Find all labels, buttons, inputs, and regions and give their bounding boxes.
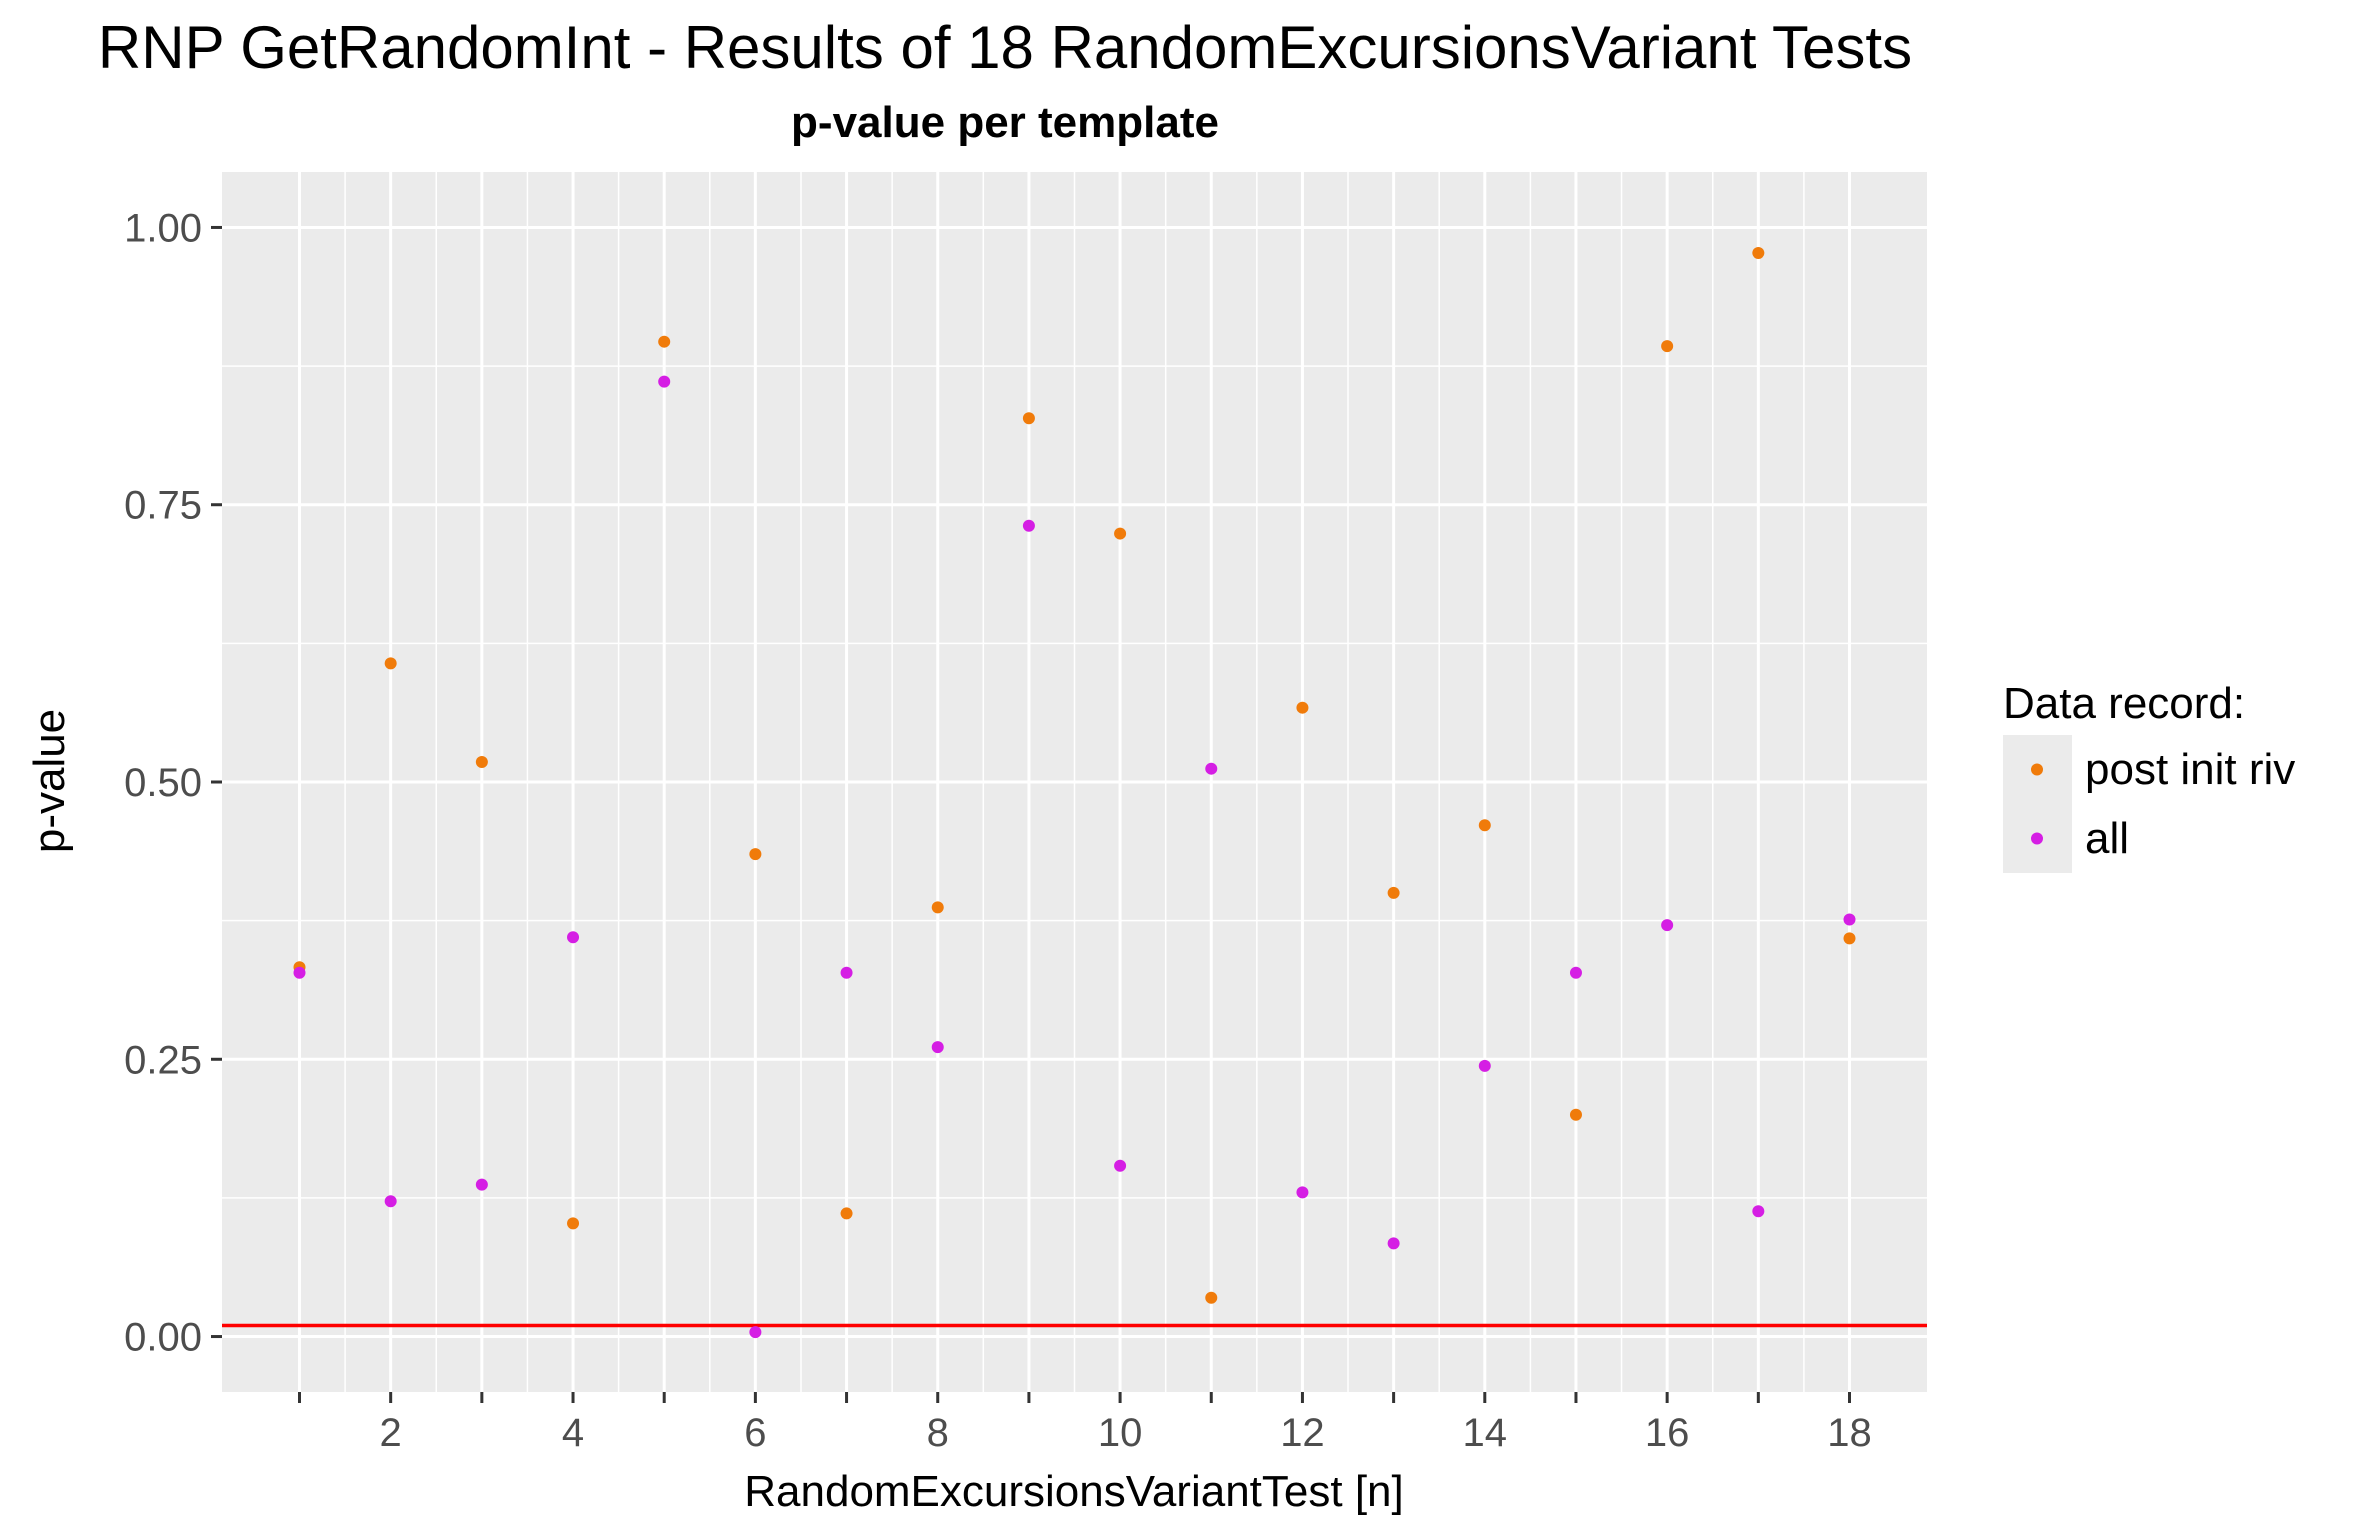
data-point xyxy=(1114,527,1127,540)
data-point xyxy=(1843,932,1856,945)
data-point xyxy=(749,848,762,861)
x-axis-title: RandomExcursionsVariantTest [n] xyxy=(744,1467,1403,1516)
series-post-init-riv xyxy=(293,246,1856,1304)
x-axis: 2 4 6 8 10 12 14 16 18 xyxy=(298,1392,1872,1455)
x-tick-label: 8 xyxy=(927,1411,949,1455)
data-point xyxy=(931,901,944,914)
data-point xyxy=(567,1217,580,1230)
legend-title: Data record: xyxy=(2003,679,2245,728)
data-point xyxy=(1569,966,1582,979)
x-tick-label: 16 xyxy=(1645,1411,1690,1455)
chart-title: RNP GetRandomInt - Results of 18 RandomE… xyxy=(98,14,1912,81)
y-axis-title: p-value xyxy=(25,709,74,853)
data-point xyxy=(1569,1108,1582,1121)
data-point xyxy=(1205,762,1218,775)
data-point xyxy=(1296,701,1309,714)
x-tick-label: 6 xyxy=(744,1411,766,1455)
legend-marker xyxy=(2031,763,2043,776)
data-point xyxy=(1752,1205,1765,1218)
data-point xyxy=(1114,1159,1127,1172)
data-point xyxy=(931,1041,944,1054)
data-point xyxy=(840,966,853,979)
data-point xyxy=(1387,1237,1400,1250)
legend-label: post init riv xyxy=(2085,745,2295,794)
y-axis: 0.00 0.25 0.50 0.75 1.00 xyxy=(124,206,222,1360)
x-tick-label: 2 xyxy=(380,1411,402,1455)
x-tick-label: 10 xyxy=(1098,1411,1143,1455)
data-point xyxy=(1752,246,1765,259)
legend-keys: post init riv all xyxy=(2003,735,2295,873)
data-point xyxy=(840,1207,853,1220)
data-point xyxy=(1661,340,1674,353)
data-point xyxy=(658,335,671,348)
legend-label: all xyxy=(2085,814,2129,863)
x-tick-label: 12 xyxy=(1280,1411,1325,1455)
x-tick-label: 14 xyxy=(1463,1411,1508,1455)
data-point xyxy=(1022,519,1035,532)
data-point xyxy=(384,1195,397,1208)
data-point xyxy=(1205,1291,1218,1304)
y-tick-label: 1.00 xyxy=(124,206,202,250)
legend: Data record: post init riv all xyxy=(2003,679,2295,873)
data-point xyxy=(1478,819,1491,832)
x-tick-label: 18 xyxy=(1827,1411,1872,1455)
legend-item: all xyxy=(2003,804,2129,873)
data-point xyxy=(384,657,397,670)
data-point xyxy=(567,931,580,944)
data-point xyxy=(475,1178,488,1191)
legend-marker xyxy=(2031,832,2043,845)
data-point xyxy=(1661,919,1674,932)
data-point xyxy=(475,756,488,769)
grid-major xyxy=(222,172,1927,1392)
series-all xyxy=(293,375,1856,1339)
data-point xyxy=(749,1326,762,1339)
data-point xyxy=(1296,1186,1309,1199)
y-tick-label: 0.75 xyxy=(124,484,202,528)
chart-subtitle: p-value per template xyxy=(791,98,1219,147)
data-point xyxy=(1843,913,1856,926)
data-point xyxy=(1478,1059,1491,1072)
y-tick-label: 0.25 xyxy=(124,1038,202,1082)
data-point xyxy=(1387,886,1400,899)
x-tick-label: 4 xyxy=(562,1411,584,1455)
y-tick-label: 0.00 xyxy=(124,1316,202,1360)
y-tick-label: 0.50 xyxy=(124,761,202,805)
data-point xyxy=(1022,412,1035,425)
data-point xyxy=(658,375,671,388)
legend-item: post init riv xyxy=(2003,735,2295,804)
data-points xyxy=(293,246,1856,1339)
data-point xyxy=(293,966,306,979)
